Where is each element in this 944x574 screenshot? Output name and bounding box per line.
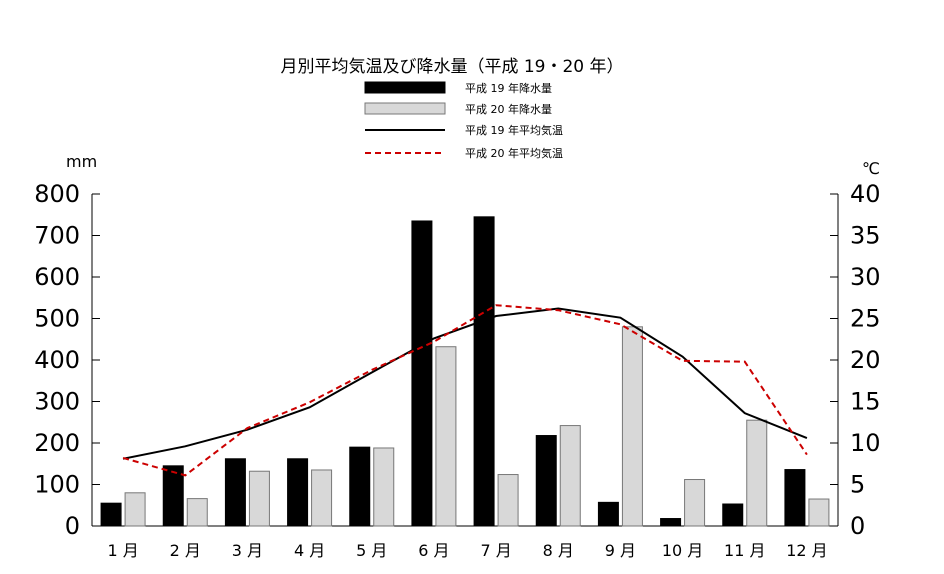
right-axis-unit: ℃ [862, 159, 880, 178]
right-tick-label: 15 [850, 388, 881, 416]
legend-label-temp-2008: 平成 20 年平均気温 [465, 146, 563, 160]
left-tick-label: 400 [34, 346, 80, 374]
temp-2008-line [122, 304, 808, 477]
precip-2007-bar [224, 458, 246, 527]
right-tick-label: 30 [850, 263, 881, 291]
precip-2007-bar [162, 465, 184, 527]
x-tick-label: 4 月 [294, 541, 325, 560]
right-tick-label: 0 [850, 512, 865, 540]
x-tick-label: 5 月 [356, 541, 387, 560]
lines-layer [122, 304, 808, 477]
right-tick-label: 40 [850, 180, 881, 208]
left-tick-label: 700 [34, 222, 80, 250]
precip-2008-bar [497, 474, 519, 527]
x-tick-label: 1 月 [107, 541, 138, 560]
x-tick-label: 3 月 [232, 541, 263, 560]
bars-layer [100, 216, 830, 527]
right-tick-label: 35 [850, 222, 881, 250]
x-tick-label: 11 月 [724, 541, 765, 560]
right-tick-label: 20 [850, 346, 881, 374]
chart-title: 月別平均気温及び降水量（平成 19・20 年） [280, 57, 623, 77]
left-tick-label: 600 [34, 263, 80, 291]
x-tick-label: 6 月 [418, 541, 449, 560]
precip-2008-bar [559, 425, 581, 527]
precip-2007-bar [660, 518, 682, 527]
x-tick-label: 10 月 [662, 541, 703, 560]
precip-2007-bar [287, 458, 309, 527]
precip-2007-bar [473, 216, 495, 527]
x-tick-label: 9 月 [605, 541, 636, 560]
left-axis-unit: mm [66, 152, 97, 171]
right-tick-label: 5 [850, 471, 865, 499]
precip-2007-bar [349, 446, 371, 527]
precip-2007-bar [784, 469, 806, 527]
precip-2008-bar [124, 492, 146, 527]
legend-swatch-precip-2007 [364, 81, 446, 94]
left-tick-label: 200 [34, 429, 80, 457]
axes [91, 193, 839, 527]
precip-2007-bar [597, 501, 619, 527]
precip-2008-bar [248, 470, 270, 527]
left-tick-label: 300 [34, 388, 80, 416]
left-tick-label: 100 [34, 471, 80, 499]
legend-label-precip-2007: 平成 19 年降水量 [465, 81, 552, 95]
precip-2007-bar [411, 220, 433, 527]
precip-2007-bar [535, 435, 557, 527]
left-tick-label: 800 [34, 180, 80, 208]
precip-2008-bar [684, 479, 706, 527]
precip-2008-bar [311, 469, 333, 527]
precip-2008-bar [621, 326, 643, 527]
precip-2008-bar [746, 419, 768, 527]
legend-label-precip-2008: 平成 20 年降水量 [465, 102, 552, 116]
legend-label-temp-2007: 平成 19 年平均気温 [465, 123, 563, 137]
legend-swatch-precip-2008 [364, 102, 446, 115]
precip-2008-bar [186, 498, 208, 527]
precip-2007-bar [100, 502, 122, 527]
temp-2007-line [122, 307, 808, 460]
precip-2008-bar [435, 346, 457, 527]
x-tick-label: 7 月 [480, 541, 511, 560]
x-tick-label: 2 月 [170, 541, 201, 560]
right-tick-label: 10 [850, 429, 881, 457]
x-tick-label: 12 月 [786, 541, 827, 560]
tick-labels: 0 100 200 300 400 500 600 700 800 0 5 10 15 20 25 30 35 4… [34, 180, 880, 560]
x-tick-label: 8 月 [543, 541, 574, 560]
right-tick-label: 25 [850, 305, 881, 333]
precip-2008-bar [373, 447, 395, 527]
precip-2008-bar [808, 498, 830, 527]
precip-2007-bar [722, 503, 744, 527]
left-tick-label: 500 [34, 305, 80, 333]
left-tick-label: 0 [65, 512, 80, 540]
